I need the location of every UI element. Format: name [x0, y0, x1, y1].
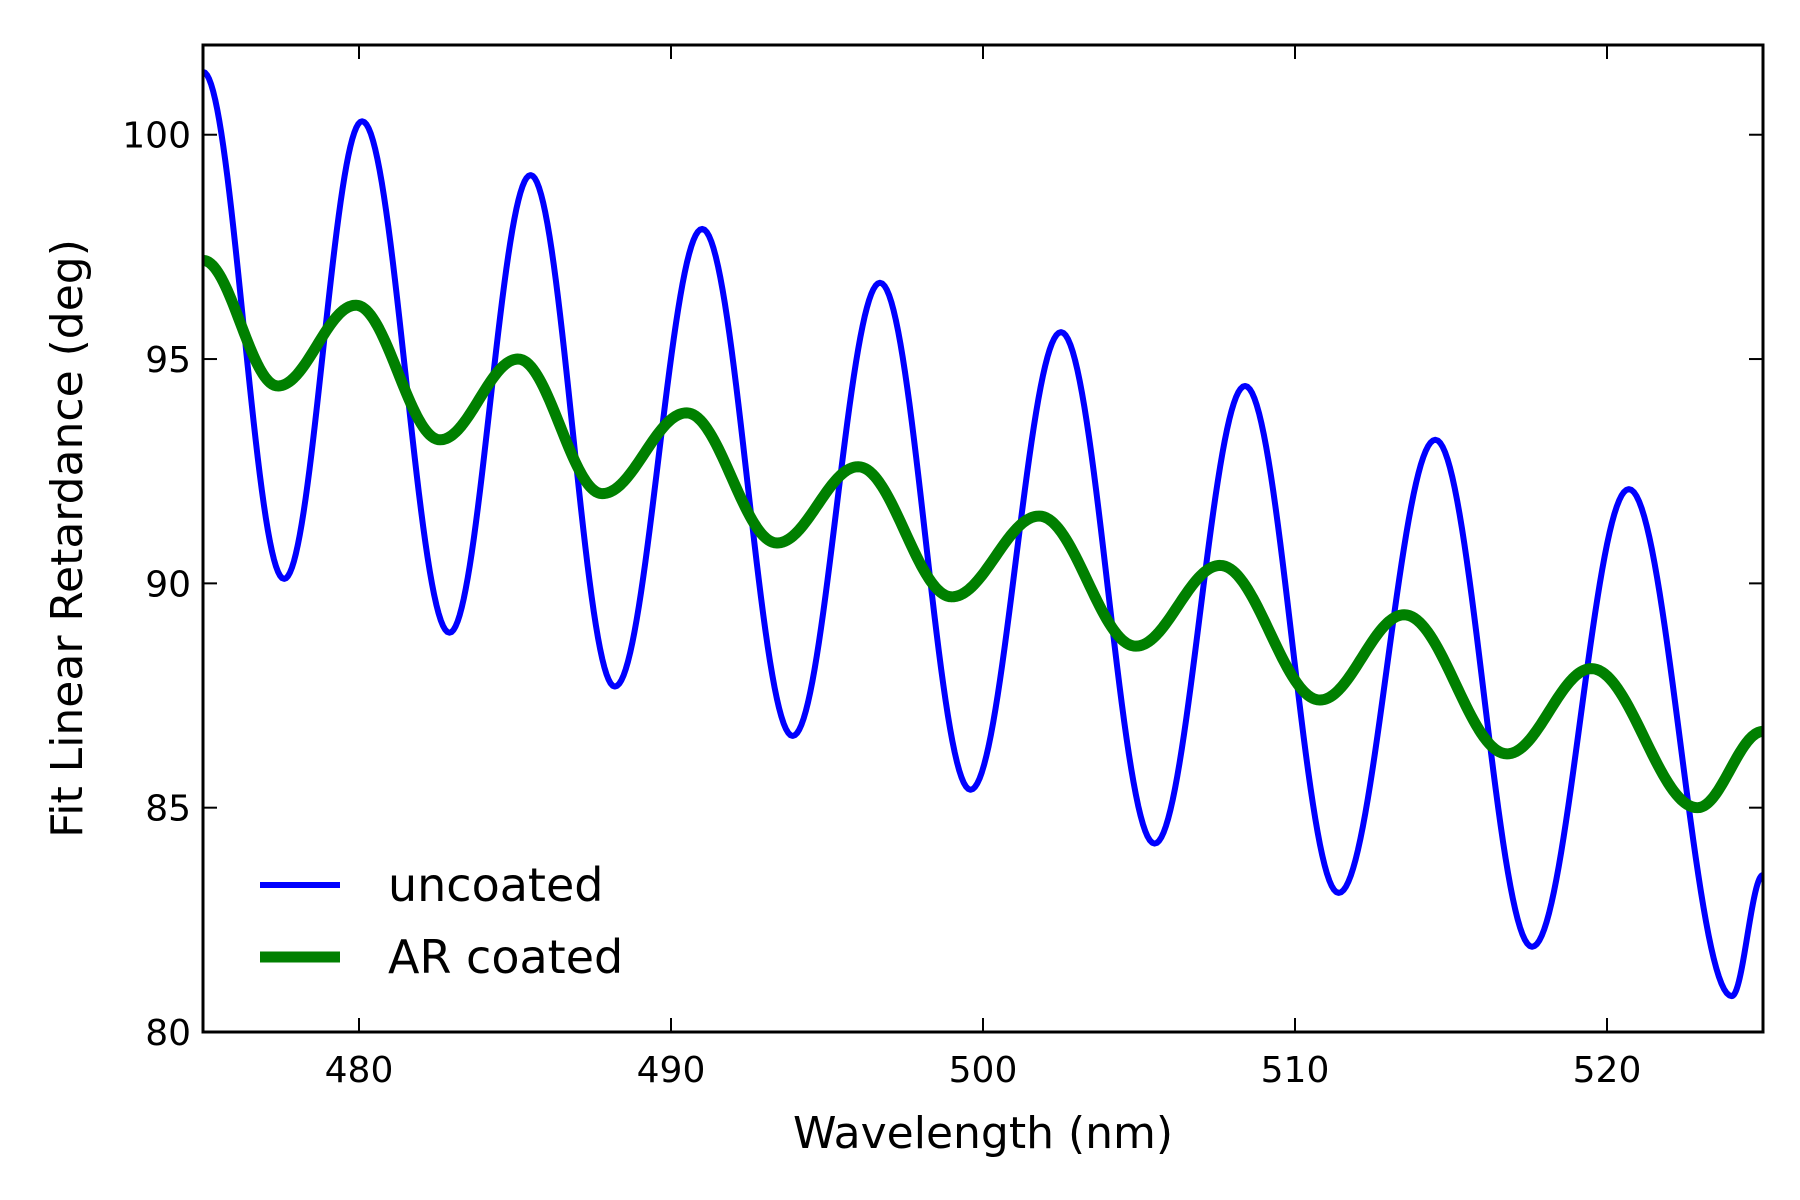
x-tick-label: 520 — [1573, 1050, 1642, 1091]
y-tick-label: 100 — [122, 116, 191, 157]
x-tick-label: 480 — [325, 1050, 394, 1091]
series-layer — [203, 69, 1763, 1000]
y-tick-label: 80 — [145, 1013, 191, 1054]
x-tick-label: 500 — [949, 1050, 1018, 1091]
x-axis-label: Wavelength (nm) — [793, 1108, 1173, 1159]
y-tick-label: 95 — [145, 340, 191, 381]
y-tick-label: 90 — [145, 564, 191, 605]
y-axis-label: Fit Linear Retardance (deg) — [42, 239, 93, 838]
x-tick-label: 490 — [637, 1050, 706, 1091]
series-line-uncoated — [203, 69, 1763, 1000]
legend-label-ar-coated: AR coated — [388, 930, 623, 984]
x-tick-label: 510 — [1261, 1050, 1330, 1091]
ticks-layer: 480 490 500 510 520 80 85 90 95 100 — [122, 45, 1763, 1091]
legend-label-uncoated: uncoated — [388, 858, 603, 912]
y-tick-label: 85 — [145, 789, 191, 830]
series-line-ar-coated — [203, 254, 1763, 814]
legend: uncoated AR coated — [260, 858, 623, 984]
